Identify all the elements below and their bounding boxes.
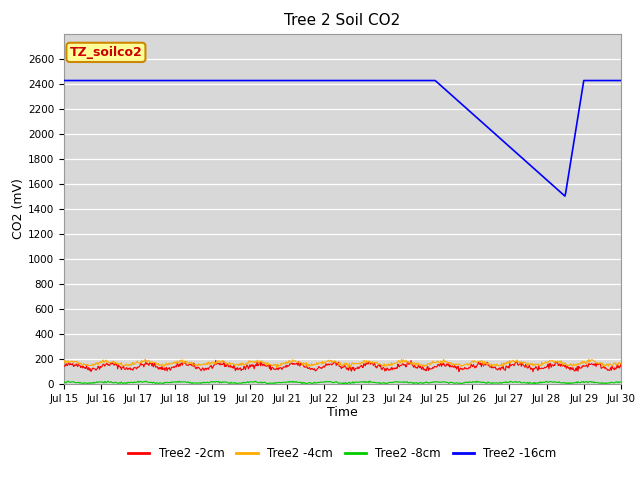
Text: TZ_soilco2: TZ_soilco2 — [70, 46, 142, 59]
Legend: Tree2 -2cm, Tree2 -4cm, Tree2 -8cm, Tree2 -16cm: Tree2 -2cm, Tree2 -4cm, Tree2 -8cm, Tree… — [124, 443, 561, 465]
X-axis label: Time: Time — [327, 407, 358, 420]
Y-axis label: CO2 (mV): CO2 (mV) — [12, 179, 25, 239]
Title: Tree 2 Soil CO2: Tree 2 Soil CO2 — [284, 13, 401, 28]
